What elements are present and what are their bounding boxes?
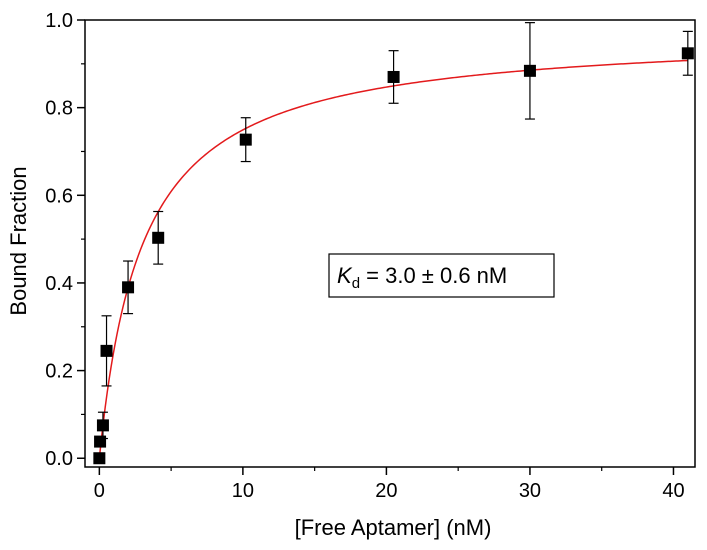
data-point-4	[122, 260, 135, 315]
y-tick-label-0.2: 0.2	[45, 361, 73, 383]
square-marker	[239, 133, 252, 146]
data-point-5	[152, 210, 165, 265]
y-tick-label-0.6: 0.6	[45, 185, 73, 207]
square-marker	[681, 47, 694, 60]
y-tick-label-1.0: 1.0	[45, 10, 73, 32]
kd-subscript: d	[352, 275, 360, 292]
data-point-2	[96, 411, 109, 440]
data-points-layer	[93, 22, 694, 465]
square-marker	[523, 64, 536, 77]
y-tick-label-0.8: 0.8	[45, 98, 73, 120]
x-tick-label-30: 30	[519, 480, 541, 502]
data-point-1	[94, 435, 107, 448]
square-marker	[96, 419, 109, 432]
data-point-9	[681, 30, 694, 76]
square-marker	[94, 435, 107, 448]
y-tick-label-0.0: 0.0	[45, 448, 73, 470]
data-point-3	[100, 315, 113, 387]
square-marker	[387, 70, 400, 83]
x-axis-title: [Free Aptamer] (nM)	[295, 515, 492, 540]
kd-annotation: Kd = 3.0 ± 0.6 nM	[328, 253, 555, 298]
data-point-0	[93, 452, 106, 465]
data-point-7	[387, 50, 400, 104]
x-tick-label-0: 0	[94, 480, 105, 502]
data-point-6	[239, 117, 252, 163]
y-axis-title: Bound Fraction	[6, 166, 31, 315]
square-marker	[93, 452, 106, 465]
axes-layer: 0 10 20 30 40 0.0 0.2 0.4 0.6 0.8 1.0	[45, 10, 696, 502]
square-marker	[122, 281, 135, 294]
x-tick-label-10: 10	[232, 480, 254, 502]
kd-symbol: K	[337, 263, 353, 288]
kd-annotation-text: Kd = 3.0 ± 0.6 nM	[337, 263, 507, 292]
x-tick-label-40: 40	[662, 480, 684, 502]
square-marker	[152, 231, 165, 244]
kd-value: = 3.0 ± 0.6 nM	[360, 263, 507, 288]
x-tick-label-20: 20	[375, 480, 397, 502]
y-tick-label-0.4: 0.4	[45, 273, 73, 295]
square-marker	[100, 344, 113, 357]
kd-annotation-box	[328, 253, 555, 298]
plot-frame	[84, 19, 696, 468]
data-point-8	[523, 22, 536, 120]
